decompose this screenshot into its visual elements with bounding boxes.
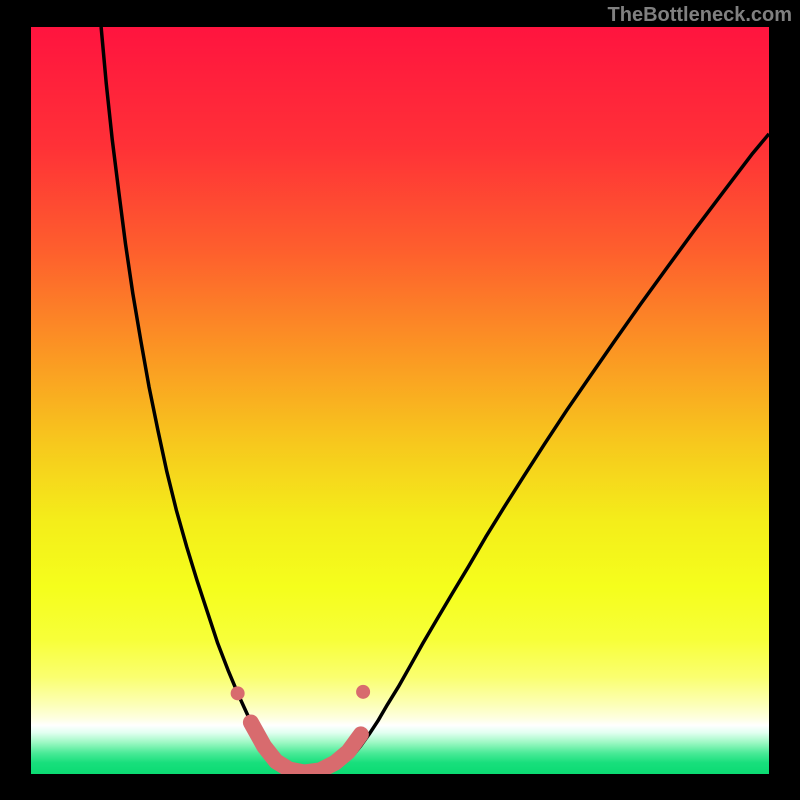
- highlight-dot: [356, 685, 370, 699]
- bottleneck-curve-chart: [31, 27, 769, 774]
- watermark-text: TheBottleneck.com: [608, 4, 792, 27]
- highlight-dot: [231, 686, 245, 700]
- gradient-background: [31, 27, 769, 774]
- chart-container: TheBottleneck.com: [0, 0, 800, 800]
